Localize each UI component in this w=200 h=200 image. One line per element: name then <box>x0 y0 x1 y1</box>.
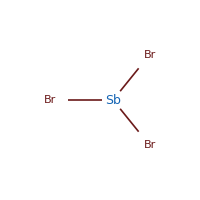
Text: Br: Br <box>44 95 57 105</box>
Text: Br: Br <box>143 140 156 150</box>
Text: Sb: Sb <box>105 94 121 106</box>
Text: Br: Br <box>143 50 156 60</box>
